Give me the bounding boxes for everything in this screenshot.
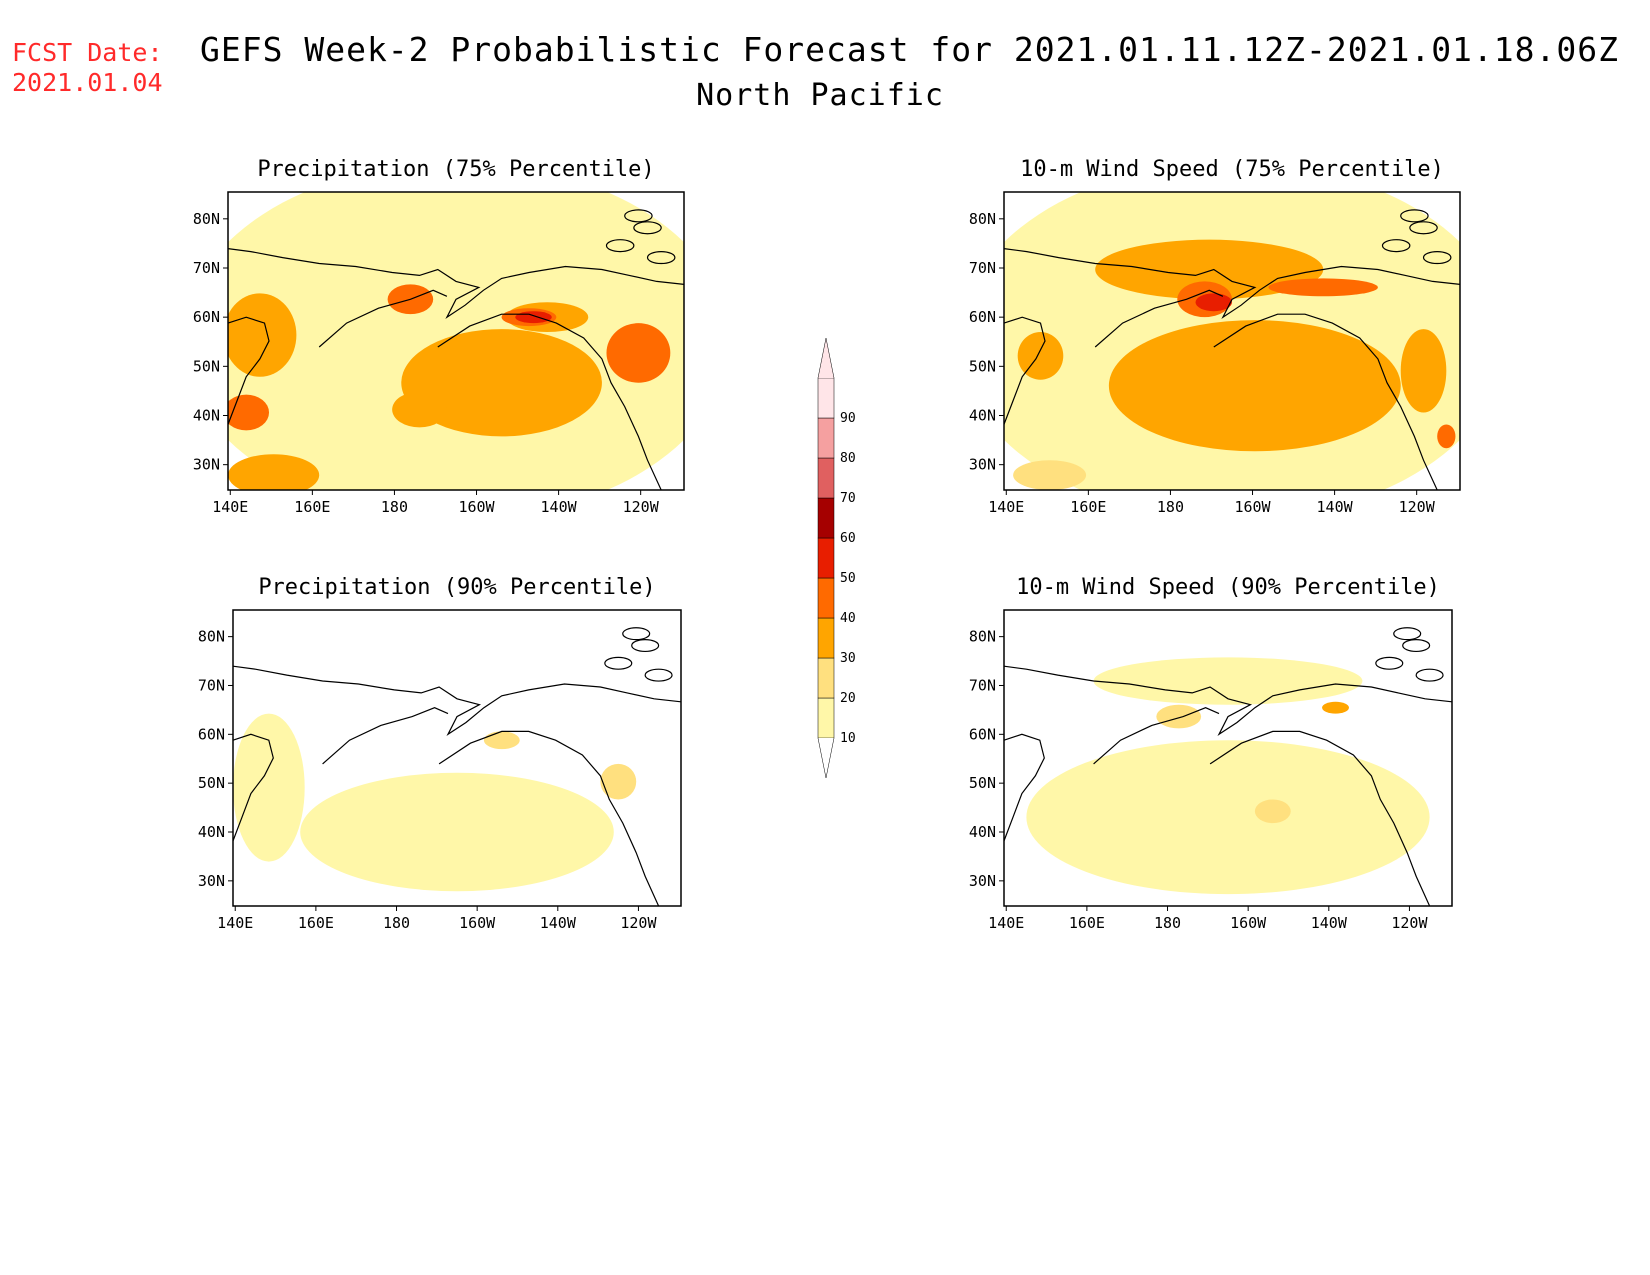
probability-fill: [233, 610, 681, 906]
fcst-date-value: 2021.01.04: [12, 68, 163, 97]
colorbar-label: 50: [840, 571, 856, 586]
lon-tick-label: 140E: [988, 498, 1024, 516]
colorbar-label: 80: [840, 451, 856, 466]
coastline: [1003, 627, 1453, 907]
lat-tick-label: 40N: [969, 407, 996, 425]
lon-tick-label: 120W: [623, 498, 660, 516]
lon-tick-label: 140W: [1311, 914, 1348, 932]
panel-title: 10-m Wind Speed (90% Percentile): [1016, 575, 1440, 600]
lon-tick-label: 140E: [988, 914, 1024, 932]
forecast-date-label: FCST Date: 2021.01.04: [12, 38, 163, 98]
lon-tick-label: 180: [381, 498, 408, 516]
lat-tick-label: 50N: [198, 774, 225, 792]
colorbar-segment: [817, 617, 835, 659]
colorbar-segment: [817, 537, 835, 579]
region-subtitle: North Pacific: [696, 78, 944, 113]
colorbar-label: 10: [840, 731, 856, 746]
lat-tick-label: 30N: [969, 456, 996, 474]
colorbar-bottom-arrow: [817, 737, 835, 779]
colorbar-segment: [817, 657, 835, 699]
lon-tick-label: 160E: [298, 914, 334, 932]
lon-tick-label: 180: [1157, 498, 1184, 516]
colorbar-segment: [817, 457, 835, 499]
lat-tick-label: 30N: [969, 872, 996, 890]
colorbar-label: 30: [840, 651, 856, 666]
colorbar-segment: [817, 377, 835, 419]
map-frame: [1003, 191, 1461, 491]
lat-tick-label: 50N: [969, 357, 996, 375]
coastline: [1003, 209, 1461, 491]
lon-tick-label: 140W: [1317, 498, 1354, 516]
lon-tick-label: 160E: [1069, 914, 1105, 932]
lat-tick-label: 70N: [969, 259, 996, 277]
map-frame: [227, 191, 685, 491]
colorbar-segment: [817, 497, 835, 539]
page-title: GEFS Week-2 Probabilistic Forecast for 2…: [200, 30, 1620, 69]
lat-tick-label: 40N: [193, 407, 220, 425]
colorbar-segment: [817, 577, 835, 619]
lon-tick-label: 120W: [1391, 914, 1428, 932]
map-panel: 10-m Wind Speed (90% Percentile) 140E 160E…: [969, 575, 1453, 932]
lon-tick-label: 180: [383, 914, 410, 932]
lat-tick-label: 70N: [969, 676, 996, 694]
lon-tick-label: 160W: [459, 914, 496, 932]
lon-tick-label: 120W: [620, 914, 657, 932]
colorbar-label: 60: [840, 531, 856, 546]
panel-title: Precipitation (75% Percentile): [257, 157, 654, 182]
lon-tick-label: 140E: [212, 498, 248, 516]
lat-tick-label: 40N: [969, 823, 996, 841]
fcst-date-caption: FCST Date:: [12, 38, 163, 67]
colorbar-label: 70: [840, 491, 856, 506]
lon-tick-label: 120W: [1399, 498, 1436, 516]
lat-tick-label: 80N: [969, 210, 996, 228]
colorbar-label: 40: [840, 611, 856, 626]
lat-tick-label: 60N: [969, 725, 996, 743]
lat-tick-label: 60N: [193, 308, 220, 326]
colorbar-label: 90: [840, 411, 856, 426]
map-frame: [1003, 609, 1453, 907]
map-panel: Precipitation (75% Percentile) 140E 160E 18…: [193, 157, 685, 516]
lat-tick-label: 60N: [198, 725, 225, 743]
map-frame: [232, 609, 682, 907]
lat-tick-label: 80N: [969, 628, 996, 646]
probability-fill: [1004, 610, 1452, 906]
lon-tick-label: 160E: [1070, 498, 1106, 516]
colorbar: 10 20 30 40 50 60 70 80 90: [817, 337, 856, 779]
lat-tick-label: 50N: [193, 357, 220, 375]
panel-title: Precipitation (90% Percentile): [258, 575, 655, 600]
lat-tick-label: 80N: [193, 210, 220, 228]
lon-tick-label: 160W: [1230, 914, 1267, 932]
lon-tick-label: 140W: [541, 498, 578, 516]
lat-tick-label: 30N: [198, 872, 225, 890]
lat-tick-label: 30N: [193, 456, 220, 474]
lat-tick-label: 50N: [969, 774, 996, 792]
lon-tick-label: 160E: [294, 498, 330, 516]
lat-tick-label: 60N: [969, 308, 996, 326]
lat-tick-label: 40N: [198, 823, 225, 841]
lon-tick-label: 160W: [458, 498, 495, 516]
colorbar-segment: [817, 697, 835, 739]
colorbar-top-arrow: [817, 337, 835, 379]
lon-tick-label: 140W: [540, 914, 577, 932]
lon-tick-label: 140E: [217, 914, 253, 932]
lat-tick-label: 80N: [198, 628, 225, 646]
panel-title: 10-m Wind Speed (75% Percentile): [1020, 157, 1444, 182]
coastline: [232, 627, 682, 907]
lon-tick-label: 160W: [1234, 498, 1271, 516]
map-panel: 10-m Wind Speed (75% Percentile) 140E 160E…: [969, 157, 1461, 516]
colorbar-segment: [817, 417, 835, 459]
lon-tick-label: 180: [1154, 914, 1181, 932]
probability-fill: [228, 192, 684, 490]
lat-tick-label: 70N: [193, 259, 220, 277]
colorbar-label: 20: [840, 691, 856, 706]
lat-tick-label: 70N: [198, 676, 225, 694]
probability-fill: [1004, 192, 1460, 490]
coastline: [227, 209, 685, 491]
map-panel: Precipitation (90% Percentile) 140E 160E 18…: [198, 575, 682, 932]
